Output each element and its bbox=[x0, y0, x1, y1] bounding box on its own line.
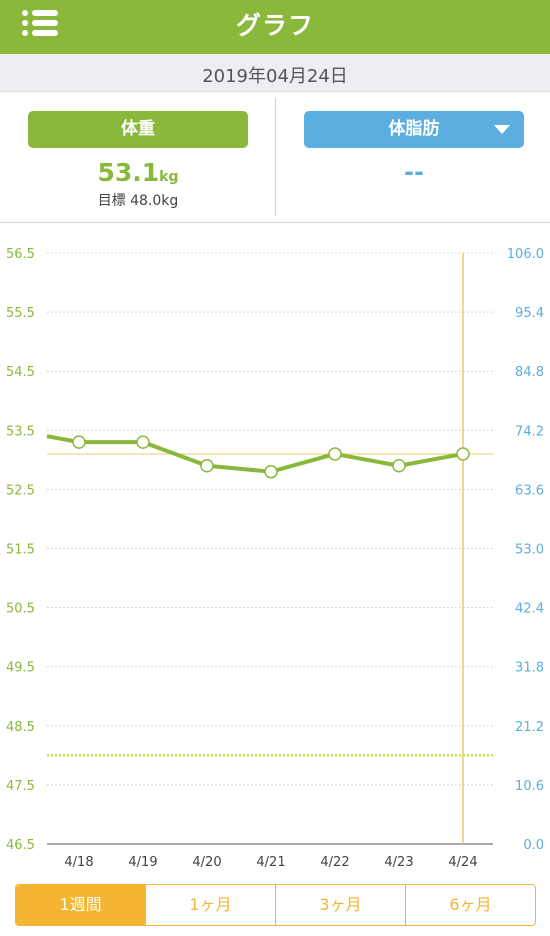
selected-date: 2019年04月24日 bbox=[202, 66, 348, 87]
weight-data-point bbox=[328, 447, 342, 461]
x-tick-label: 4/22 bbox=[320, 855, 349, 870]
right-tick-label: 53.0 bbox=[515, 543, 544, 558]
right-tick-label: 63.6 bbox=[515, 483, 544, 498]
weight-button[interactable]: 体重 bbox=[28, 111, 248, 148]
body-fat-dropdown[interactable]: 体脂肪 bbox=[304, 111, 524, 148]
right-tick-label: 0.0 bbox=[523, 838, 544, 853]
weight-goal: 目標 48.0kg bbox=[97, 193, 179, 209]
chart-svg: 56.5 106.0 55.5 95.4 54.5 84.8 53.5 74.2 52.5 63.… bbox=[6, 247, 544, 870]
left-tick-label: 47.5 bbox=[6, 779, 35, 794]
right-tick-label: 21.2 bbox=[515, 720, 544, 735]
right-tick-label: 84.8 bbox=[515, 365, 544, 380]
body-fat-value: -- bbox=[404, 158, 424, 186]
tab-1-week[interactable]: 1週間 bbox=[16, 885, 145, 925]
weight-number: 53.1 bbox=[97, 158, 160, 187]
left-tick-label: 54.5 bbox=[6, 365, 35, 380]
weight-data-point bbox=[200, 459, 214, 473]
right-tick-label: 74.2 bbox=[515, 424, 544, 439]
right-tick-label: 10.6 bbox=[515, 779, 544, 794]
left-tick-label: 53.5 bbox=[6, 424, 35, 439]
date-bar: 2019年04月24日 bbox=[0, 54, 550, 92]
page-title: グラフ bbox=[235, 11, 314, 40]
right-tick-label: 95.4 bbox=[515, 306, 544, 321]
tab-3-months[interactable]: 3ヶ月 bbox=[275, 885, 405, 925]
weight-label: 体重 bbox=[121, 119, 155, 139]
weight-data-point bbox=[136, 435, 150, 449]
weight-series-line bbox=[46, 434, 464, 474]
weight-data-point bbox=[456, 447, 470, 461]
right-tick-label: 31.8 bbox=[515, 661, 544, 676]
menu-line bbox=[22, 30, 58, 36]
left-tick-label: 52.5 bbox=[6, 483, 35, 498]
x-tick-label: 4/23 bbox=[384, 855, 413, 870]
x-tick-label: 4/20 bbox=[192, 855, 221, 870]
weight-data-point bbox=[72, 435, 86, 449]
left-tick-label: 51.5 bbox=[6, 543, 35, 558]
left-tick-label: 48.5 bbox=[6, 720, 35, 735]
left-tick-label: 55.5 bbox=[6, 306, 35, 321]
left-tick-label: 49.5 bbox=[6, 661, 35, 676]
app-header: グラフ bbox=[0, 0, 550, 54]
left-tick-label: 50.5 bbox=[6, 602, 35, 617]
summary-panel: 体重 53.1kg 目標 48.0kg 体脂肪 -- bbox=[0, 92, 550, 223]
weight-chart[interactable]: 56.5 106.0 55.5 95.4 54.5 84.8 53.5 74.2 52.5 63.… bbox=[0, 224, 550, 874]
panel-divider bbox=[275, 98, 276, 216]
menu-line bbox=[22, 20, 58, 26]
x-tick-label: 4/21 bbox=[256, 855, 285, 870]
right-tick-label: 42.4 bbox=[515, 602, 544, 617]
body-fat-label: 体脂肪 bbox=[388, 119, 440, 139]
x-tick-label: 4/18 bbox=[64, 855, 93, 870]
tab-1-month[interactable]: 1ヶ月 bbox=[145, 885, 275, 925]
menu-line bbox=[22, 10, 58, 16]
tab-6-months[interactable]: 6ヶ月 bbox=[405, 885, 535, 925]
x-tick-label: 4/24 bbox=[448, 855, 477, 870]
left-tick-label: 46.5 bbox=[6, 838, 35, 853]
weight-value: 53.1kg bbox=[28, 158, 248, 187]
left-tick-label: 56.5 bbox=[6, 247, 35, 262]
hamburger-menu-icon[interactable] bbox=[22, 10, 58, 36]
caret-down-icon bbox=[494, 125, 510, 134]
right-tick-label: 106.0 bbox=[507, 247, 544, 262]
weight-unit: kg bbox=[159, 169, 179, 185]
weight-data-point bbox=[392, 459, 406, 473]
x-tick-label: 4/19 bbox=[128, 855, 157, 870]
period-tabs: 1週間 1ヶ月 3ヶ月 6ヶ月 bbox=[15, 884, 536, 926]
weight-data-point bbox=[264, 464, 278, 479]
